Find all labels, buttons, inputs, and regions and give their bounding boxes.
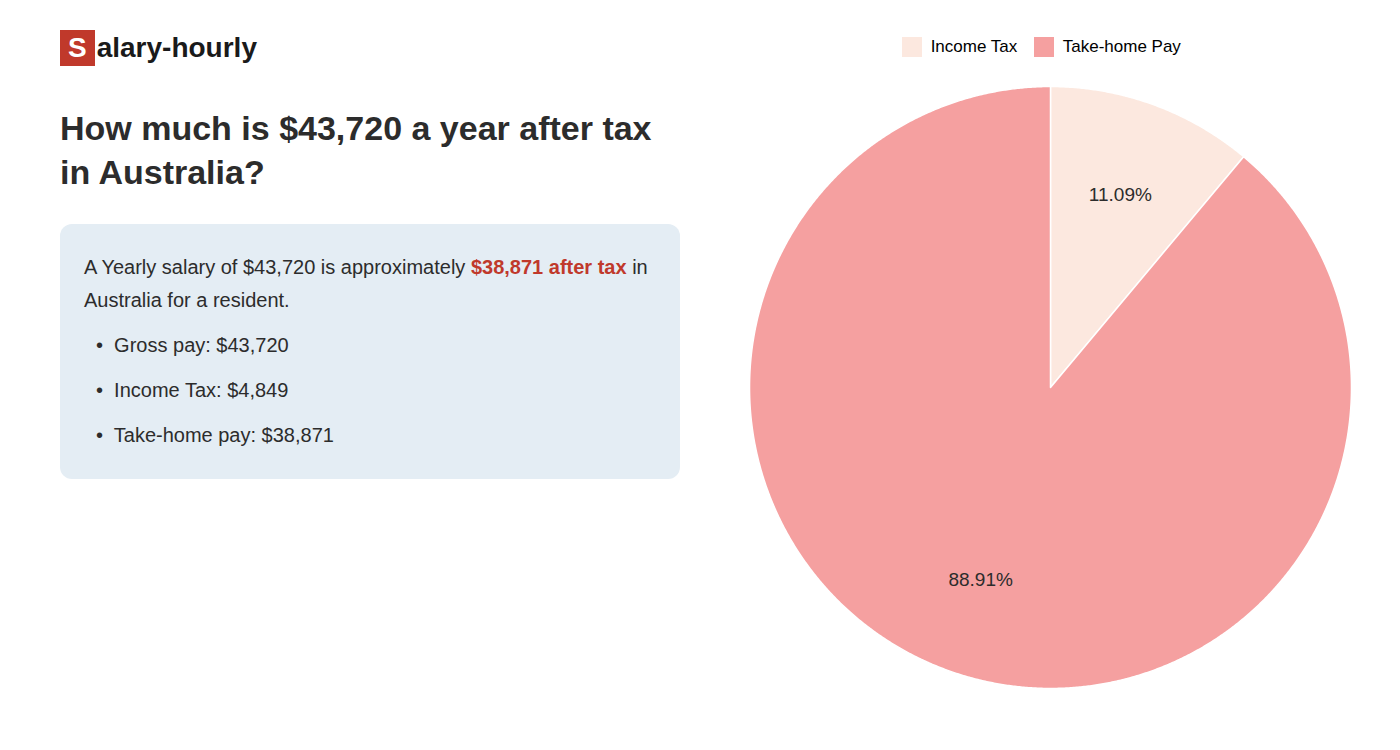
html-text:How much is $43,720 a year aft: How much is $43,720 a year after tax in … <box>60 109 652 192</box>
html-text:• Income Tax: $4,849: • Income Tax: $4,849 <box>96 379 289 402</box>
html-text:Australia for a resident.: Australia for a resident. <box>84 289 290 312</box>
html-text:Take-home Pay: Take-home Pay <box>1062 36 1181 56</box>
svg-text:88.91%: 88.91% <box>948 569 1013 590</box>
html-text:Income Tax: Income Tax <box>930 36 1018 56</box>
html-text:S alary-hourly: S alary-hourly <box>68 32 257 63</box>
html-text:A Yearly salary of $43,720 is: A Yearly salary of $43,720 is approximat… <box>84 256 648 279</box>
svg-text:11.09%: 11.09% <box>1089 184 1152 205</box>
html-text:• Take-home pay: $38,871: • Take-home pay: $38,871 <box>96 424 334 447</box>
html-text:• Gross pay: $43,720: • Gross pay: $43,720 <box>96 334 289 357</box>
